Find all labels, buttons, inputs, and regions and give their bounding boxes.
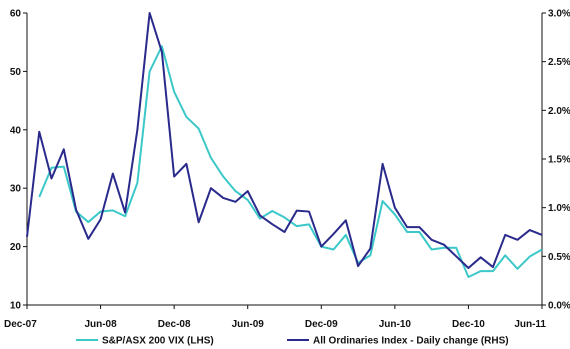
- x-tick-label: Dec-07: [4, 319, 37, 330]
- x-tick-label: Dec-10: [452, 319, 485, 330]
- left-tick-label: 50: [10, 67, 22, 78]
- left-tick-label: 20: [10, 242, 22, 253]
- x-tick-label: Jun-09: [232, 319, 265, 330]
- left-tick-label: 40: [10, 125, 22, 136]
- x-ticks: Dec-07 Jun-08 Dec-08 Jun-09 Dec-09 Jun-10 Dec-…: [4, 305, 546, 330]
- right-tick-label: 3.0%: [548, 9, 570, 20]
- plot-frame: [26, 13, 543, 306]
- right-tick-label: 1.0%: [548, 203, 570, 214]
- left-y-ticks: 10 20 30 40 50 60: [10, 9, 27, 312]
- x-tick-label: Jun-10: [379, 319, 412, 330]
- left-tick-label: 30: [10, 184, 22, 195]
- x-tick-label: Jun-08: [84, 319, 117, 330]
- right-tick-label: 0.0%: [548, 301, 570, 312]
- right-tick-label: 1.5%: [548, 155, 570, 166]
- right-tick-label: 2.0%: [548, 106, 570, 117]
- right-tick-label: 2.5%: [548, 57, 570, 68]
- left-tick-label: 10: [10, 301, 22, 312]
- series-layer: [26, 12, 543, 278]
- right-y-ticks: 0.0% 0.5% 1.0% 1.5% 2.0% 2.5% 3.0%: [542, 9, 570, 312]
- x-tick-label: Dec-09: [305, 319, 338, 330]
- legend-label: All Ordinaries Index - Daily change (RHS…: [313, 336, 509, 347]
- right-tick-label: 0.5%: [548, 252, 570, 263]
- series-line-all-ordinaries: [26, 12, 543, 270]
- legend-label: S&P/ASX 200 VIX (LHS): [102, 336, 214, 347]
- x-tick-label: Jun-11: [514, 319, 546, 330]
- x-tick-label: Dec-08: [158, 319, 191, 330]
- series-line-vix: [38, 45, 543, 278]
- legend: S&P/ASX 200 VIX (LHS) All Ordinaries Inde…: [76, 336, 509, 347]
- left-tick-label: 60: [10, 9, 22, 20]
